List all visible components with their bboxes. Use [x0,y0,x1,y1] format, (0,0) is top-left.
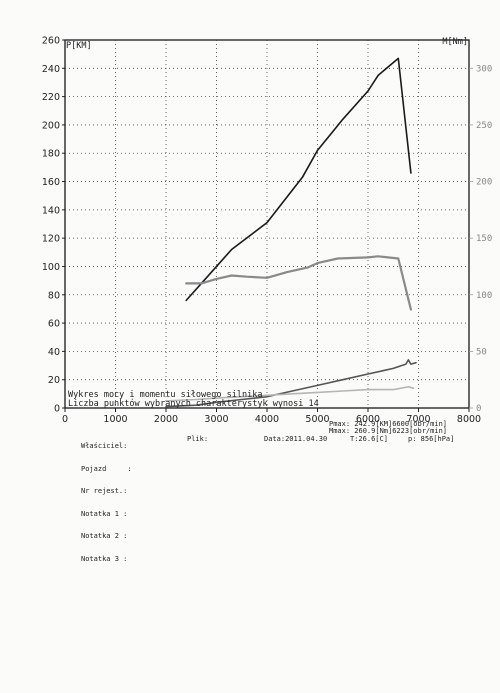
right-tick-label: 50 [476,347,487,357]
axis-ticks: 0 1000 2000 3000 4000 5000 6000 7000 80000204060… [42,36,492,426]
series-line-torque [185,255,412,311]
right-tick-label: 200 [476,178,492,188]
right-tick-label: 0 [476,404,481,414]
series-line-loss_1 [165,359,417,408]
x-tick-label: 0 [62,414,68,425]
mmax-readout: Mmax: 260.9[Nm]6223[obr/min] [329,427,448,435]
x-tick-label: 4000 [255,414,279,425]
y-tick-label: 180 [42,149,60,160]
series-layer [165,57,417,408]
file-label: Plik: [187,435,209,443]
registration-label: Nr rejest.: [81,487,128,495]
grid [65,40,469,408]
y-tick-label: 140 [42,205,60,216]
right-tick-label: 150 [476,234,492,244]
series-line-loss_2 [165,385,415,402]
right-tick-label: 300 [476,64,492,74]
left-axis-label: P[KM] [66,41,92,51]
vehicle-label: Pojazd : [81,464,132,473]
y-tick-label: 60 [48,319,60,330]
x-tick-label: 2000 [154,414,178,425]
y-tick-label: 80 [48,290,60,301]
right-tick-label: 100 [476,291,492,301]
y-tick-label: 40 [48,347,60,358]
right-tick-label: 250 [476,121,492,131]
y-tick-label: 100 [42,262,60,273]
x-tick-label: 5000 [305,414,329,425]
y-tick-label: 220 [42,92,60,103]
y-tick-label: 160 [42,177,60,188]
vehicle-info: Właściciel: Pojazd : Nr rejest.: Notatka… [81,428,132,571]
annotation-line-1: Wykres mocy i momentu siłowego silnika [68,390,262,400]
y-tick-label: 0 [54,404,60,415]
temperature: T:26.6[C] [350,435,388,443]
y-tick-label: 20 [48,375,60,386]
y-tick-label: 200 [42,120,60,131]
note-1-label: Notatka 1 : [81,509,128,518]
test-date: Data:2011.04.30 [264,435,328,443]
x-tick-label: 1000 [103,414,127,425]
annotation-line-2: Liczba punktów wybranych charakterystyk … [68,398,319,409]
x-tick-label: 7000 [406,414,430,425]
x-tick-label: 3000 [204,414,228,425]
y-tick-label: 260 [42,36,60,47]
note-3-label: Notatka 3 : [81,554,128,563]
owner-label: Właściciel: [81,442,128,450]
note-2-label: Notatka 2 : [81,532,128,540]
x-tick-label: 6000 [356,414,380,425]
y-tick-label: 240 [42,64,60,75]
y-tick-label: 120 [42,234,60,245]
pressure: p: 856[hPa] [408,435,455,443]
right-axis-label: M[Nm] [442,37,468,47]
series-line-power [185,57,412,302]
pmax-readout: Pmax: 242.9[KM]6600[obr/min] [329,420,448,428]
x-tick-label: 8000 [457,414,481,425]
